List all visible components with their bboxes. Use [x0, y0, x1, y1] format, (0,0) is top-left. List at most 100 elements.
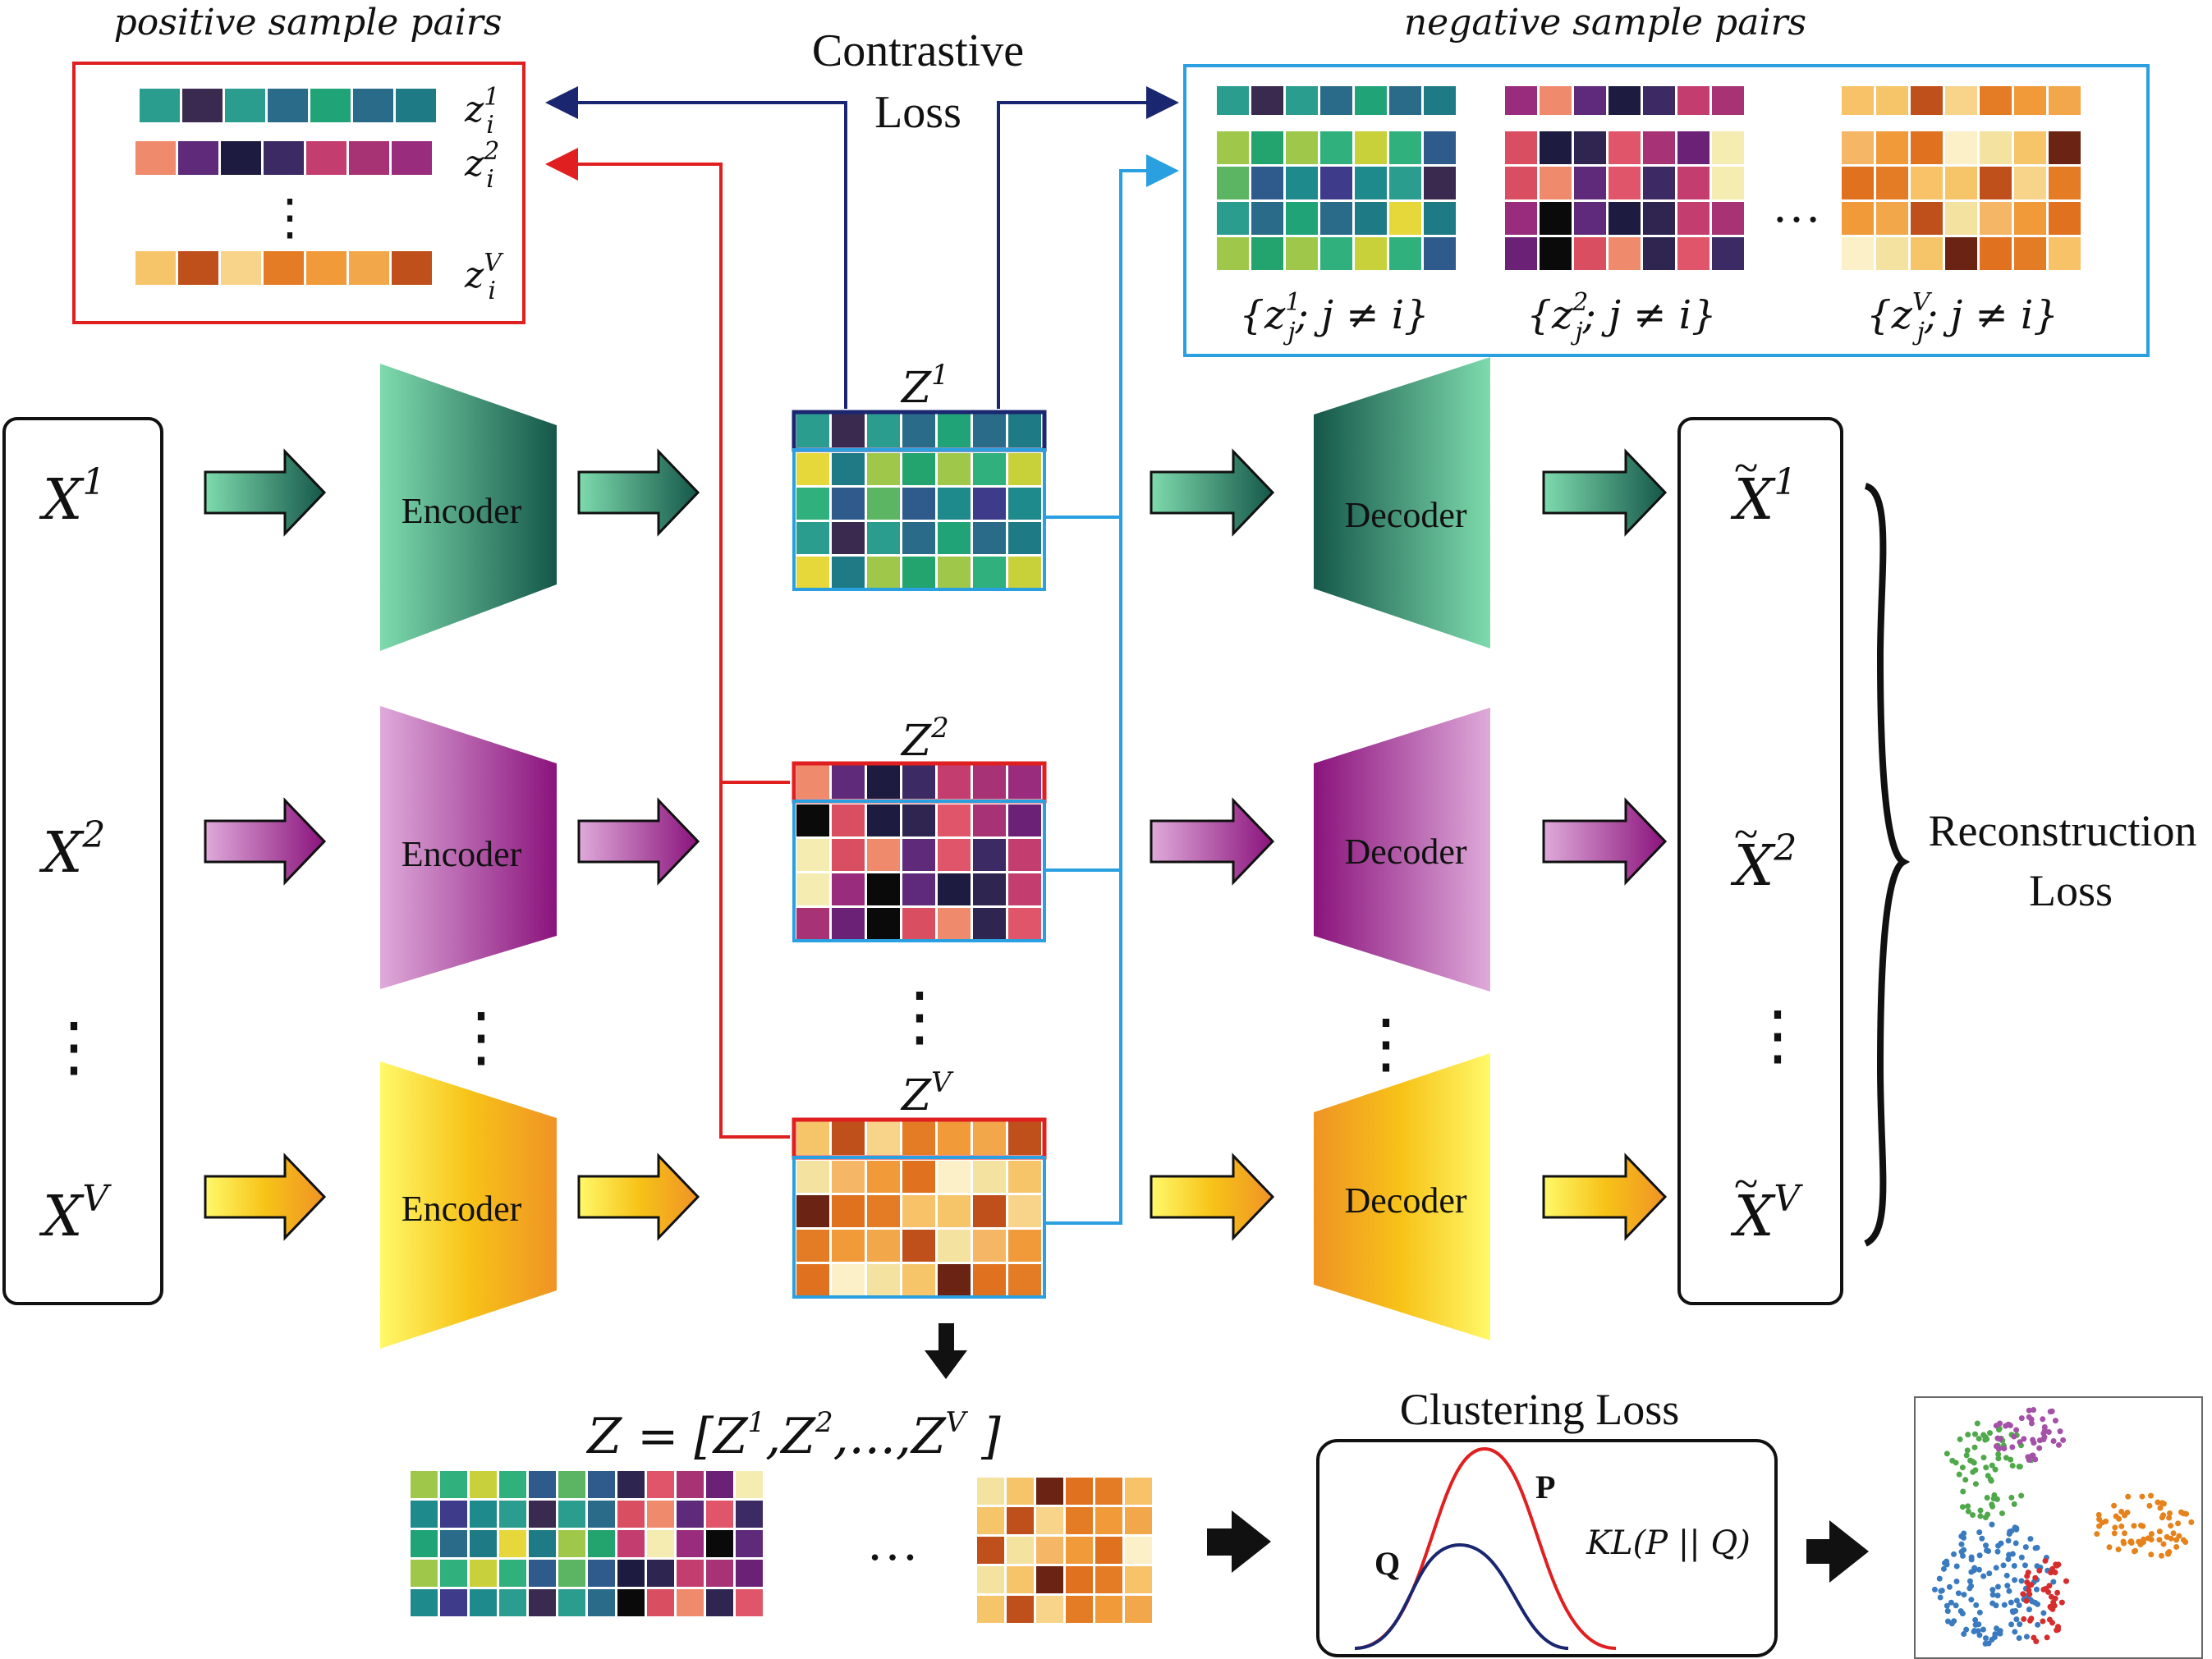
grid-cell — [2014, 86, 2046, 115]
positive-row-v — [135, 251, 432, 285]
negative-header-row-1 — [1217, 86, 1456, 115]
grid-cell — [1286, 202, 1318, 235]
grid-cell — [1008, 1161, 1041, 1193]
grid-cell — [796, 1230, 829, 1262]
svg-text:~: ~ — [1734, 809, 1758, 859]
svg-text:Z1: Z1 — [900, 359, 949, 413]
scatter-point — [1993, 1565, 1999, 1571]
output-x2: X2 ~ — [1730, 809, 1797, 899]
scatter-point — [2016, 1602, 2022, 1609]
scatter-point — [1984, 1495, 1990, 1501]
grid-cell — [1911, 202, 1943, 235]
grid-cell — [832, 414, 865, 447]
scatter-point — [2027, 1536, 2034, 1542]
grid-cell — [221, 251, 261, 285]
scatter-point — [1966, 1578, 1973, 1584]
grid-cell — [1712, 86, 1744, 115]
grid-cell — [529, 1589, 556, 1616]
scatter-point — [2148, 1531, 2155, 1538]
positive-label: zV i — [464, 249, 504, 305]
grid-cell — [558, 1589, 585, 1616]
scatter-point — [2026, 1606, 2032, 1613]
grid-cell — [1609, 131, 1641, 164]
grid-cell — [1251, 202, 1283, 235]
scatter-point — [2140, 1539, 2146, 1546]
grid-cell — [1945, 237, 1977, 270]
scatter-point — [2045, 1588, 2052, 1595]
grid-cell — [1036, 1507, 1063, 1534]
input-xv: XV — [39, 1178, 112, 1249]
scatter-point — [1962, 1477, 1969, 1483]
grid-cell — [973, 1264, 1006, 1296]
svg-text:Z2: Z2 — [900, 712, 949, 766]
grid-cell — [938, 453, 971, 485]
negative-label: {z1 j; j ≠ i} — [1239, 288, 1429, 346]
scatter-point — [2005, 1556, 2012, 1562]
grid-cell — [392, 251, 432, 285]
grid-cell — [1286, 131, 1318, 164]
scatter-point — [1980, 1626, 1986, 1633]
grid-cell — [736, 1530, 763, 1557]
input-vdots: ⋮ — [41, 1011, 107, 1084]
scatter-point — [1976, 1552, 1983, 1559]
scatter-point — [2021, 1436, 2027, 1442]
grid-cell — [1911, 237, 1943, 270]
scatter-point — [1986, 1570, 1993, 1577]
z-top-row-1 — [796, 414, 1041, 447]
grid-cell — [902, 1230, 935, 1262]
scatter-point — [1970, 1512, 1976, 1519]
grid-cell — [529, 1471, 556, 1498]
grid-cell — [832, 804, 865, 836]
grid-cell — [1125, 1507, 1152, 1534]
grid-cell — [411, 1501, 438, 1528]
grid-cell — [1389, 202, 1421, 235]
grid-cell — [867, 1195, 900, 1227]
scatter-point — [2008, 1494, 2015, 1501]
grid-cell — [867, 488, 900, 520]
grid-cell — [1574, 237, 1606, 270]
zv-negative-outline — [792, 1156, 1046, 1299]
scatter-point — [1972, 1616, 1979, 1623]
grid-cell — [1008, 765, 1041, 799]
scatter-point — [2052, 1418, 2058, 1424]
scatter-point — [2026, 1457, 2032, 1464]
grid-cell — [1036, 1566, 1063, 1593]
grid-cell — [796, 1121, 829, 1155]
scatter-point — [2044, 1634, 2050, 1641]
grid-cell — [353, 89, 393, 122]
grid-cell — [1217, 86, 1249, 115]
grid-cell — [1066, 1537, 1093, 1564]
grid-cell — [1609, 202, 1641, 235]
concat-view2 — [617, 1471, 763, 1616]
to-scatter-arrow — [1806, 1520, 1869, 1583]
grid-cell — [973, 453, 1006, 485]
grid-cell — [902, 839, 935, 871]
scatter-point — [2156, 1537, 2163, 1543]
scatter-point — [1961, 1592, 1967, 1598]
grid-cell — [135, 251, 176, 285]
negative-label: {zV j; j ≠ i} — [1866, 288, 2058, 346]
grid-cell — [796, 414, 829, 447]
negative-labels: {z1 j; j ≠ i} {z2 j; j ≠ i} {zV j; j ≠ i} — [1239, 288, 2058, 346]
grid-cell — [938, 908, 971, 940]
scatter-point — [2118, 1523, 2125, 1529]
scatter-point — [2112, 1524, 2118, 1531]
scatter-point — [2009, 1462, 2016, 1469]
grid-cell — [1876, 167, 1908, 199]
svg-text:Encoder: Encoder — [402, 834, 522, 874]
scatter-point — [1959, 1464, 1966, 1471]
scatter-point — [2009, 1608, 2016, 1615]
scatter-point — [2158, 1552, 2164, 1559]
grid-cell — [1008, 557, 1041, 589]
grid-cell — [411, 1560, 438, 1587]
input-x1: X1 — [39, 461, 105, 533]
grid-cell — [470, 1471, 497, 1498]
grid-cell — [470, 1589, 497, 1616]
negative-grid-1 — [1217, 131, 1456, 270]
grid-cell — [306, 251, 346, 285]
scatter-point — [1968, 1597, 1975, 1603]
scatter-point — [2036, 1437, 2043, 1444]
grid-cell — [867, 873, 900, 905]
output-views-box — [1677, 417, 1843, 1305]
grid-cell — [225, 89, 265, 122]
